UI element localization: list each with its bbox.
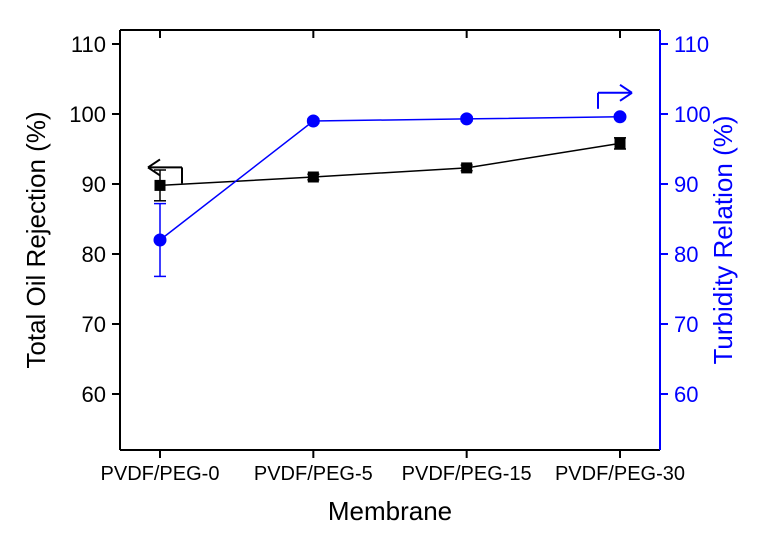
- chart-svg: 60 70 80 90 100 110 60 70 80 90 100 110 PVDF/PEG-0 PV…: [0, 0, 764, 560]
- x-category-label: PVDF/PEG-0: [101, 463, 220, 485]
- marker-square-icon: [462, 163, 472, 173]
- marker-square-icon: [308, 172, 318, 182]
- right-axis-arrow-icon: [598, 85, 632, 109]
- marker-square-icon: [155, 180, 165, 190]
- marker-circle-icon: [461, 113, 473, 125]
- marker-circle-icon: [614, 111, 626, 123]
- series-turbidity-line: [160, 117, 620, 240]
- y-right-tick-label: 100: [674, 102, 711, 127]
- series-oil-line: [160, 143, 620, 185]
- y-left-tick-label: 90: [82, 172, 106, 197]
- left-axis-arrow-icon: [148, 159, 182, 183]
- y-left-tick-label: 70: [82, 312, 106, 337]
- x-category-label: PVDF/PEG-30: [555, 463, 685, 485]
- x-category-label: PVDF/PEG-15: [402, 463, 532, 485]
- x-category-label: PVDF/PEG-5: [254, 463, 373, 485]
- marker-circle-icon: [307, 115, 319, 127]
- y-right-tick-label: 110: [674, 32, 709, 57]
- marker-circle-icon: [154, 234, 166, 246]
- y-right-axis-label: Turbidity Relation (%): [708, 115, 738, 364]
- y-right-tick-label: 80: [674, 242, 698, 267]
- y-left-tick-label: 100: [69, 102, 106, 127]
- y-left-tick-label: 60: [82, 382, 106, 407]
- marker-square-icon: [615, 138, 625, 148]
- y-left-tick-label: 110: [71, 32, 106, 57]
- y-right-tick-label: 70: [674, 312, 698, 337]
- y-left-axis-label: Total Oil Rejection (%): [21, 111, 51, 368]
- y-right-tick-label: 90: [674, 172, 698, 197]
- x-axis-label: Membrane: [328, 496, 452, 526]
- y-right-tick-label: 60: [674, 382, 698, 407]
- chart-container: 60 70 80 90 100 110 60 70 80 90 100 110 PVDF/PEG-0 PV…: [0, 0, 764, 560]
- y-left-tick-label: 80: [82, 242, 106, 267]
